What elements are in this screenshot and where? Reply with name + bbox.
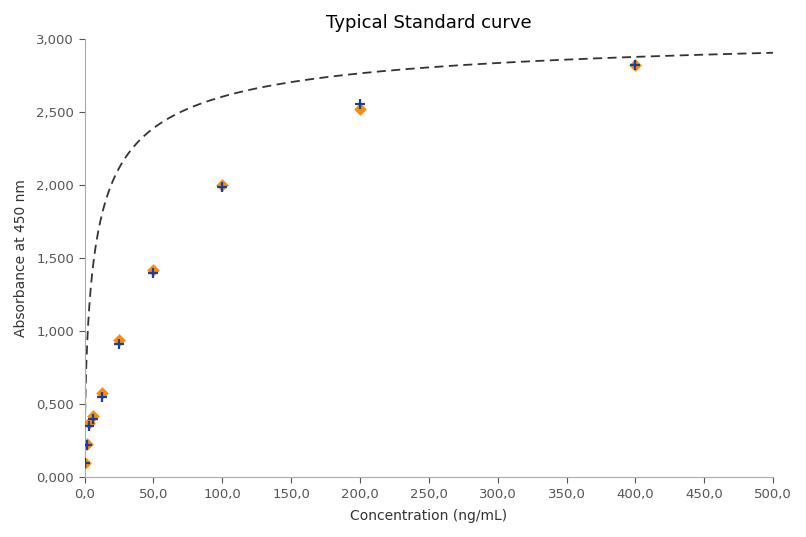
Point	[82, 422, 95, 431]
Point	[216, 182, 229, 191]
Point	[95, 393, 108, 401]
Point	[78, 459, 91, 467]
X-axis label: Concentration (ng/mL): Concentration (ng/mL)	[351, 509, 508, 523]
Point	[354, 105, 367, 113]
Point	[147, 266, 160, 274]
Point	[354, 100, 367, 108]
Point	[82, 419, 95, 427]
Point	[113, 340, 126, 349]
Point	[629, 61, 642, 70]
Point	[81, 441, 93, 449]
Point	[216, 181, 229, 190]
Point	[147, 268, 160, 277]
Point	[95, 389, 108, 397]
Y-axis label: Absorbance at 450 nm: Absorbance at 450 nm	[14, 179, 28, 337]
Point	[81, 439, 93, 448]
Title: Typical Standard curve: Typical Standard curve	[326, 14, 532, 32]
Point	[629, 61, 642, 70]
Point	[87, 412, 100, 420]
Point	[78, 459, 91, 467]
Point	[87, 415, 100, 423]
Point	[113, 336, 126, 344]
